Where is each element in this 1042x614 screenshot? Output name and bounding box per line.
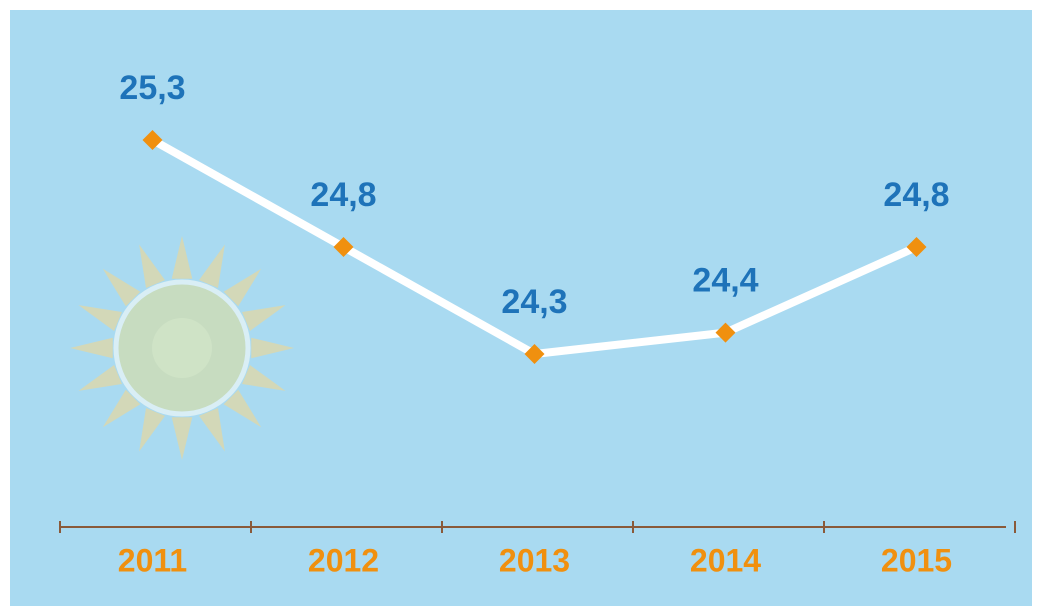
x-tick-label: 2012 — [308, 542, 379, 578]
value-label: 24,8 — [310, 176, 376, 214]
value-label: 25,3 — [119, 69, 185, 107]
value-label: 24,3 — [501, 283, 567, 321]
sun-core — [152, 318, 212, 378]
x-tick-label: 2014 — [690, 542, 761, 578]
x-tick-label: 2011 — [118, 542, 187, 578]
x-tick-label: 2015 — [881, 542, 952, 578]
value-label: 24,8 — [883, 176, 949, 214]
page: 25,3 24,8 24,3 24,4 24,8 2011 2012 2013 2014 2015… — [0, 0, 1042, 614]
sun — [70, 236, 294, 460]
chart: 25,3 24,8 24,3 24,4 24,8 2011 2012 2013 2014 2015 — [0, 0, 1042, 614]
value-label: 24,4 — [692, 262, 758, 300]
x-tick-label: 2013 — [499, 542, 570, 578]
